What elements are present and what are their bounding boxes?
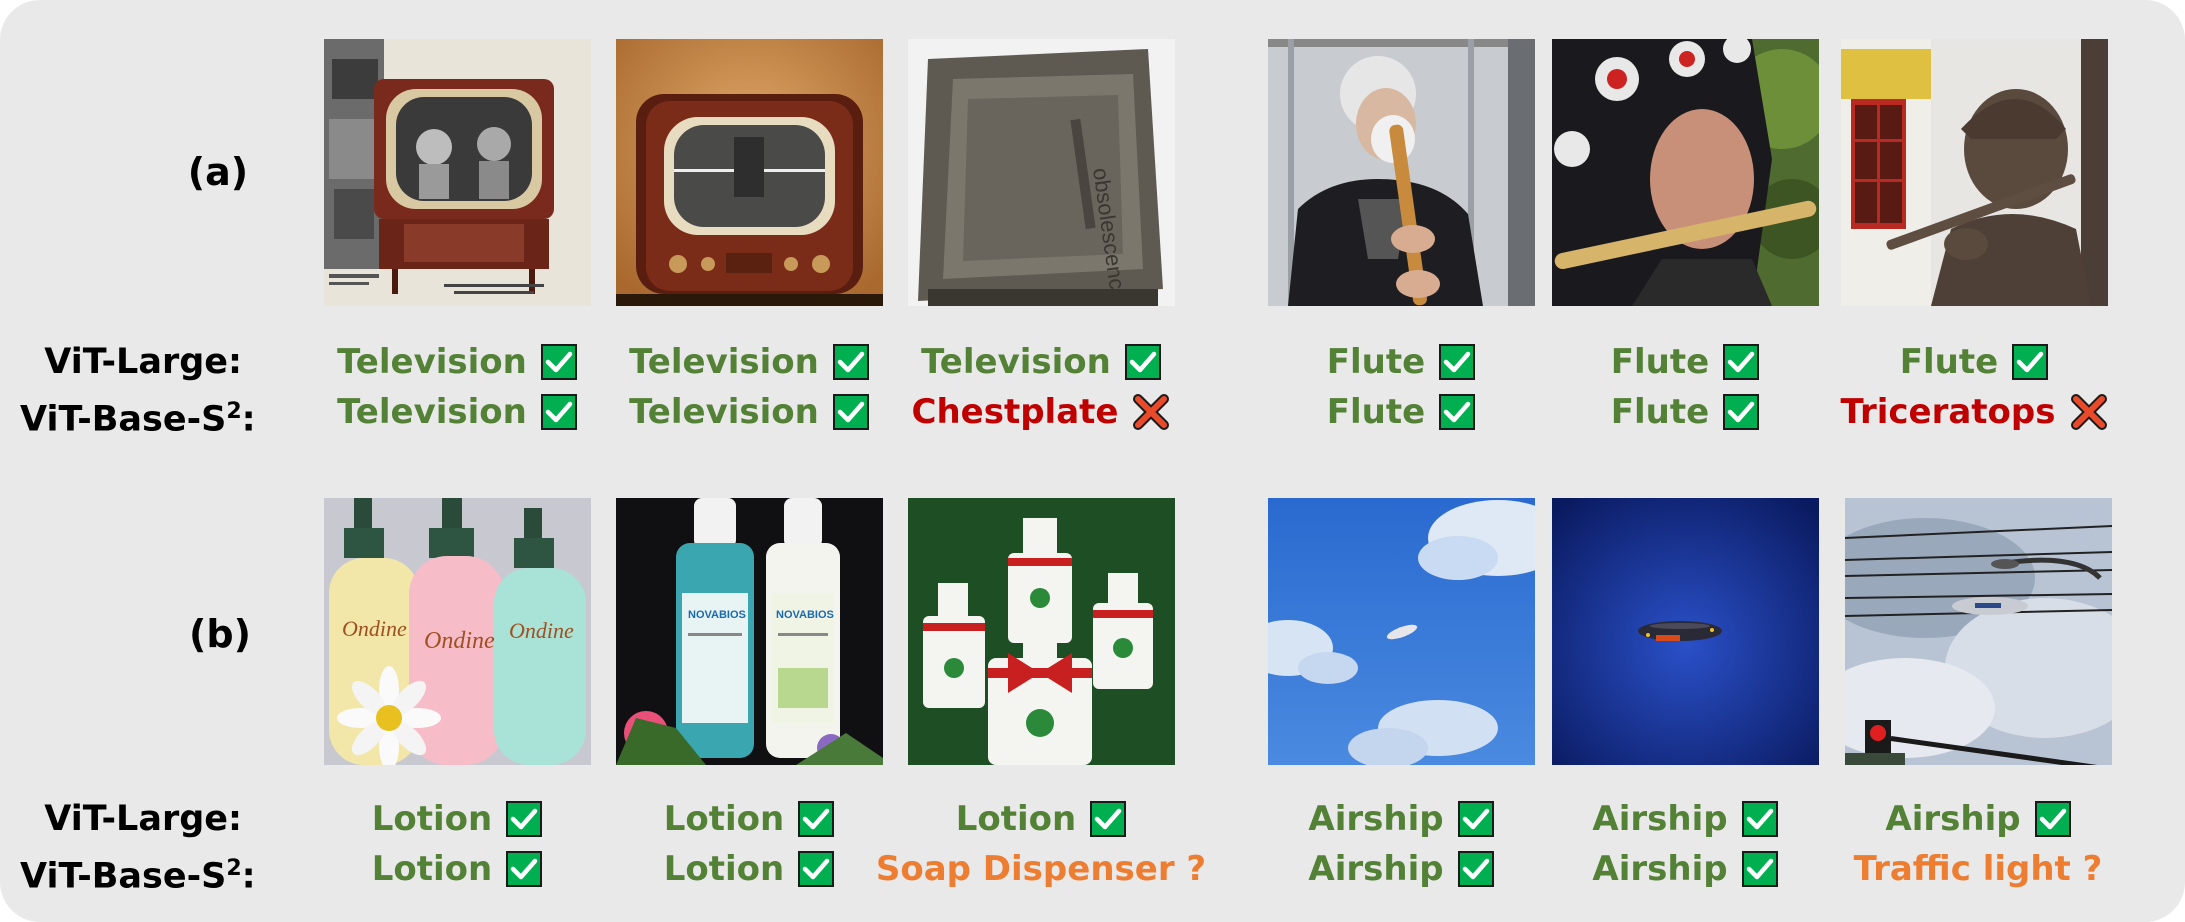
prediction-large-b-5: Airship (1515, 795, 1855, 843)
check-icon (1723, 394, 1760, 430)
svg-text:Ondine: Ondine (509, 618, 574, 643)
prediction-label: Television (921, 342, 1111, 382)
retro-television-set-image (616, 39, 883, 306)
prediction-base-a-2: Television (579, 388, 919, 436)
man-playing-wooden-flute-image (1268, 39, 1535, 306)
prediction-label: Television (629, 392, 819, 432)
prediction-label: Airship (1885, 799, 2021, 839)
vintage-television-console-image (324, 39, 591, 306)
check-icon (1741, 801, 1778, 837)
check-icon (1457, 801, 1494, 837)
two-lotion-bottles-image: NOVABIOS NOVABIOS (616, 498, 883, 765)
prediction-label: Flute (1326, 342, 1426, 382)
prediction-label: Lotion (371, 849, 493, 889)
check-icon (2034, 801, 2071, 837)
lit-airship-in-dark-sky-image (1552, 498, 1819, 765)
soap-dispensers-with-ribbons-image (908, 498, 1175, 765)
prediction-label: Airship (1308, 799, 1444, 839)
prediction-base-a-3: Chestplate (871, 388, 1211, 436)
prediction-large-b-3: Lotion (871, 795, 1211, 843)
prediction-label: Triceratops (1840, 392, 2056, 432)
prediction-label: Television (337, 392, 527, 432)
row-label-b: (b) (189, 612, 251, 656)
prediction-large-b-2: Lotion (579, 795, 919, 843)
prediction-label: Flute (1610, 342, 1710, 382)
prediction-label: Chestplate (911, 392, 1119, 432)
check-icon (1090, 801, 1127, 837)
check-icon (1124, 344, 1161, 380)
model-label-large-a: ViT-Large: (44, 342, 242, 382)
prediction-large-b-1: Lotion (287, 795, 627, 843)
prediction-large-a-4: Flute (1231, 338, 1571, 386)
prediction-label: Lotion (371, 799, 493, 839)
check-icon (1457, 851, 1494, 887)
check-icon (506, 851, 543, 887)
prediction-label: Airship (1592, 849, 1728, 889)
svg-text:Ondine: Ondine (424, 628, 495, 654)
check-icon (1439, 344, 1476, 380)
check-icon (798, 851, 835, 887)
svg-text:Ondine: Ondine (342, 616, 407, 641)
prediction-label: Lotion (663, 799, 785, 839)
small-airship-in-sky-image (1268, 498, 1535, 765)
check-icon (832, 344, 869, 380)
prediction-label: Soap Dispenser ? (875, 849, 1207, 889)
prediction-label: Flute (1899, 342, 1999, 382)
prediction-base-b-2: Lotion (579, 845, 919, 893)
prediction-label: Airship (1592, 799, 1728, 839)
prediction-base-a-1: Television (287, 388, 627, 436)
woman-playing-bamboo-flute-image (1552, 39, 1819, 306)
prediction-label: Television (629, 342, 819, 382)
prediction-large-b-6: Airship (1808, 795, 2148, 843)
prediction-large-a-2: Television (579, 338, 919, 386)
prediction-large-a-5: Flute (1515, 338, 1855, 386)
prediction-large-b-4: Airship (1231, 795, 1571, 843)
prediction-base-b-1: Lotion (287, 845, 627, 893)
check-icon (832, 394, 869, 430)
prediction-label: Traffic light ? (1853, 849, 2103, 889)
prediction-label: Flute (1326, 392, 1426, 432)
model-label-base-a: ViT-Base-S2: (20, 399, 256, 440)
metal-statue-with-flute-image (1841, 39, 2108, 306)
check-icon (540, 344, 577, 380)
lotion-bottles-with-flower-image: Ondine Ondine Ondine (324, 498, 591, 765)
model-label-large-b: ViT-Large: (44, 799, 242, 839)
prediction-base-a-5: Flute (1515, 388, 1855, 436)
check-icon (1723, 344, 1760, 380)
prediction-base-a-6: Triceratops (1804, 388, 2144, 436)
prediction-large-a-1: Television (287, 338, 627, 386)
prediction-label: Flute (1610, 392, 1710, 432)
model-label-base-b: ViT-Base-S2: (20, 856, 256, 897)
check-icon (1741, 851, 1778, 887)
check-icon (540, 394, 577, 430)
prediction-base-a-4: Flute (1231, 388, 1571, 436)
airship-and-traffic-light-image (1845, 498, 2112, 765)
cross-icon (2070, 393, 2108, 431)
svg-text:NOVABIOS: NOVABIOS (688, 609, 746, 621)
prediction-label: Lotion (663, 849, 785, 889)
svg-text:NOVABIOS: NOVABIOS (776, 609, 834, 621)
prediction-label: Airship (1308, 849, 1444, 889)
prediction-label: Lotion (955, 799, 1077, 839)
prediction-label: Television (337, 342, 527, 382)
prediction-base-b-6: Traffic light ? (1808, 845, 2148, 893)
check-icon (506, 801, 543, 837)
crt-monitor-closeup-image: obsolescence (908, 39, 1175, 306)
prediction-base-b-3: Soap Dispenser ? (871, 845, 1211, 893)
prediction-large-a-6: Flute (1804, 338, 2144, 386)
prediction-base-b-5: Airship (1515, 845, 1855, 893)
check-icon (2012, 344, 2049, 380)
check-icon (798, 801, 835, 837)
cross-icon (1132, 393, 1170, 431)
prediction-large-a-3: Television (871, 338, 1211, 386)
row-label-a: (a) (187, 150, 249, 194)
prediction-base-b-4: Airship (1231, 845, 1571, 893)
check-icon (1439, 394, 1476, 430)
